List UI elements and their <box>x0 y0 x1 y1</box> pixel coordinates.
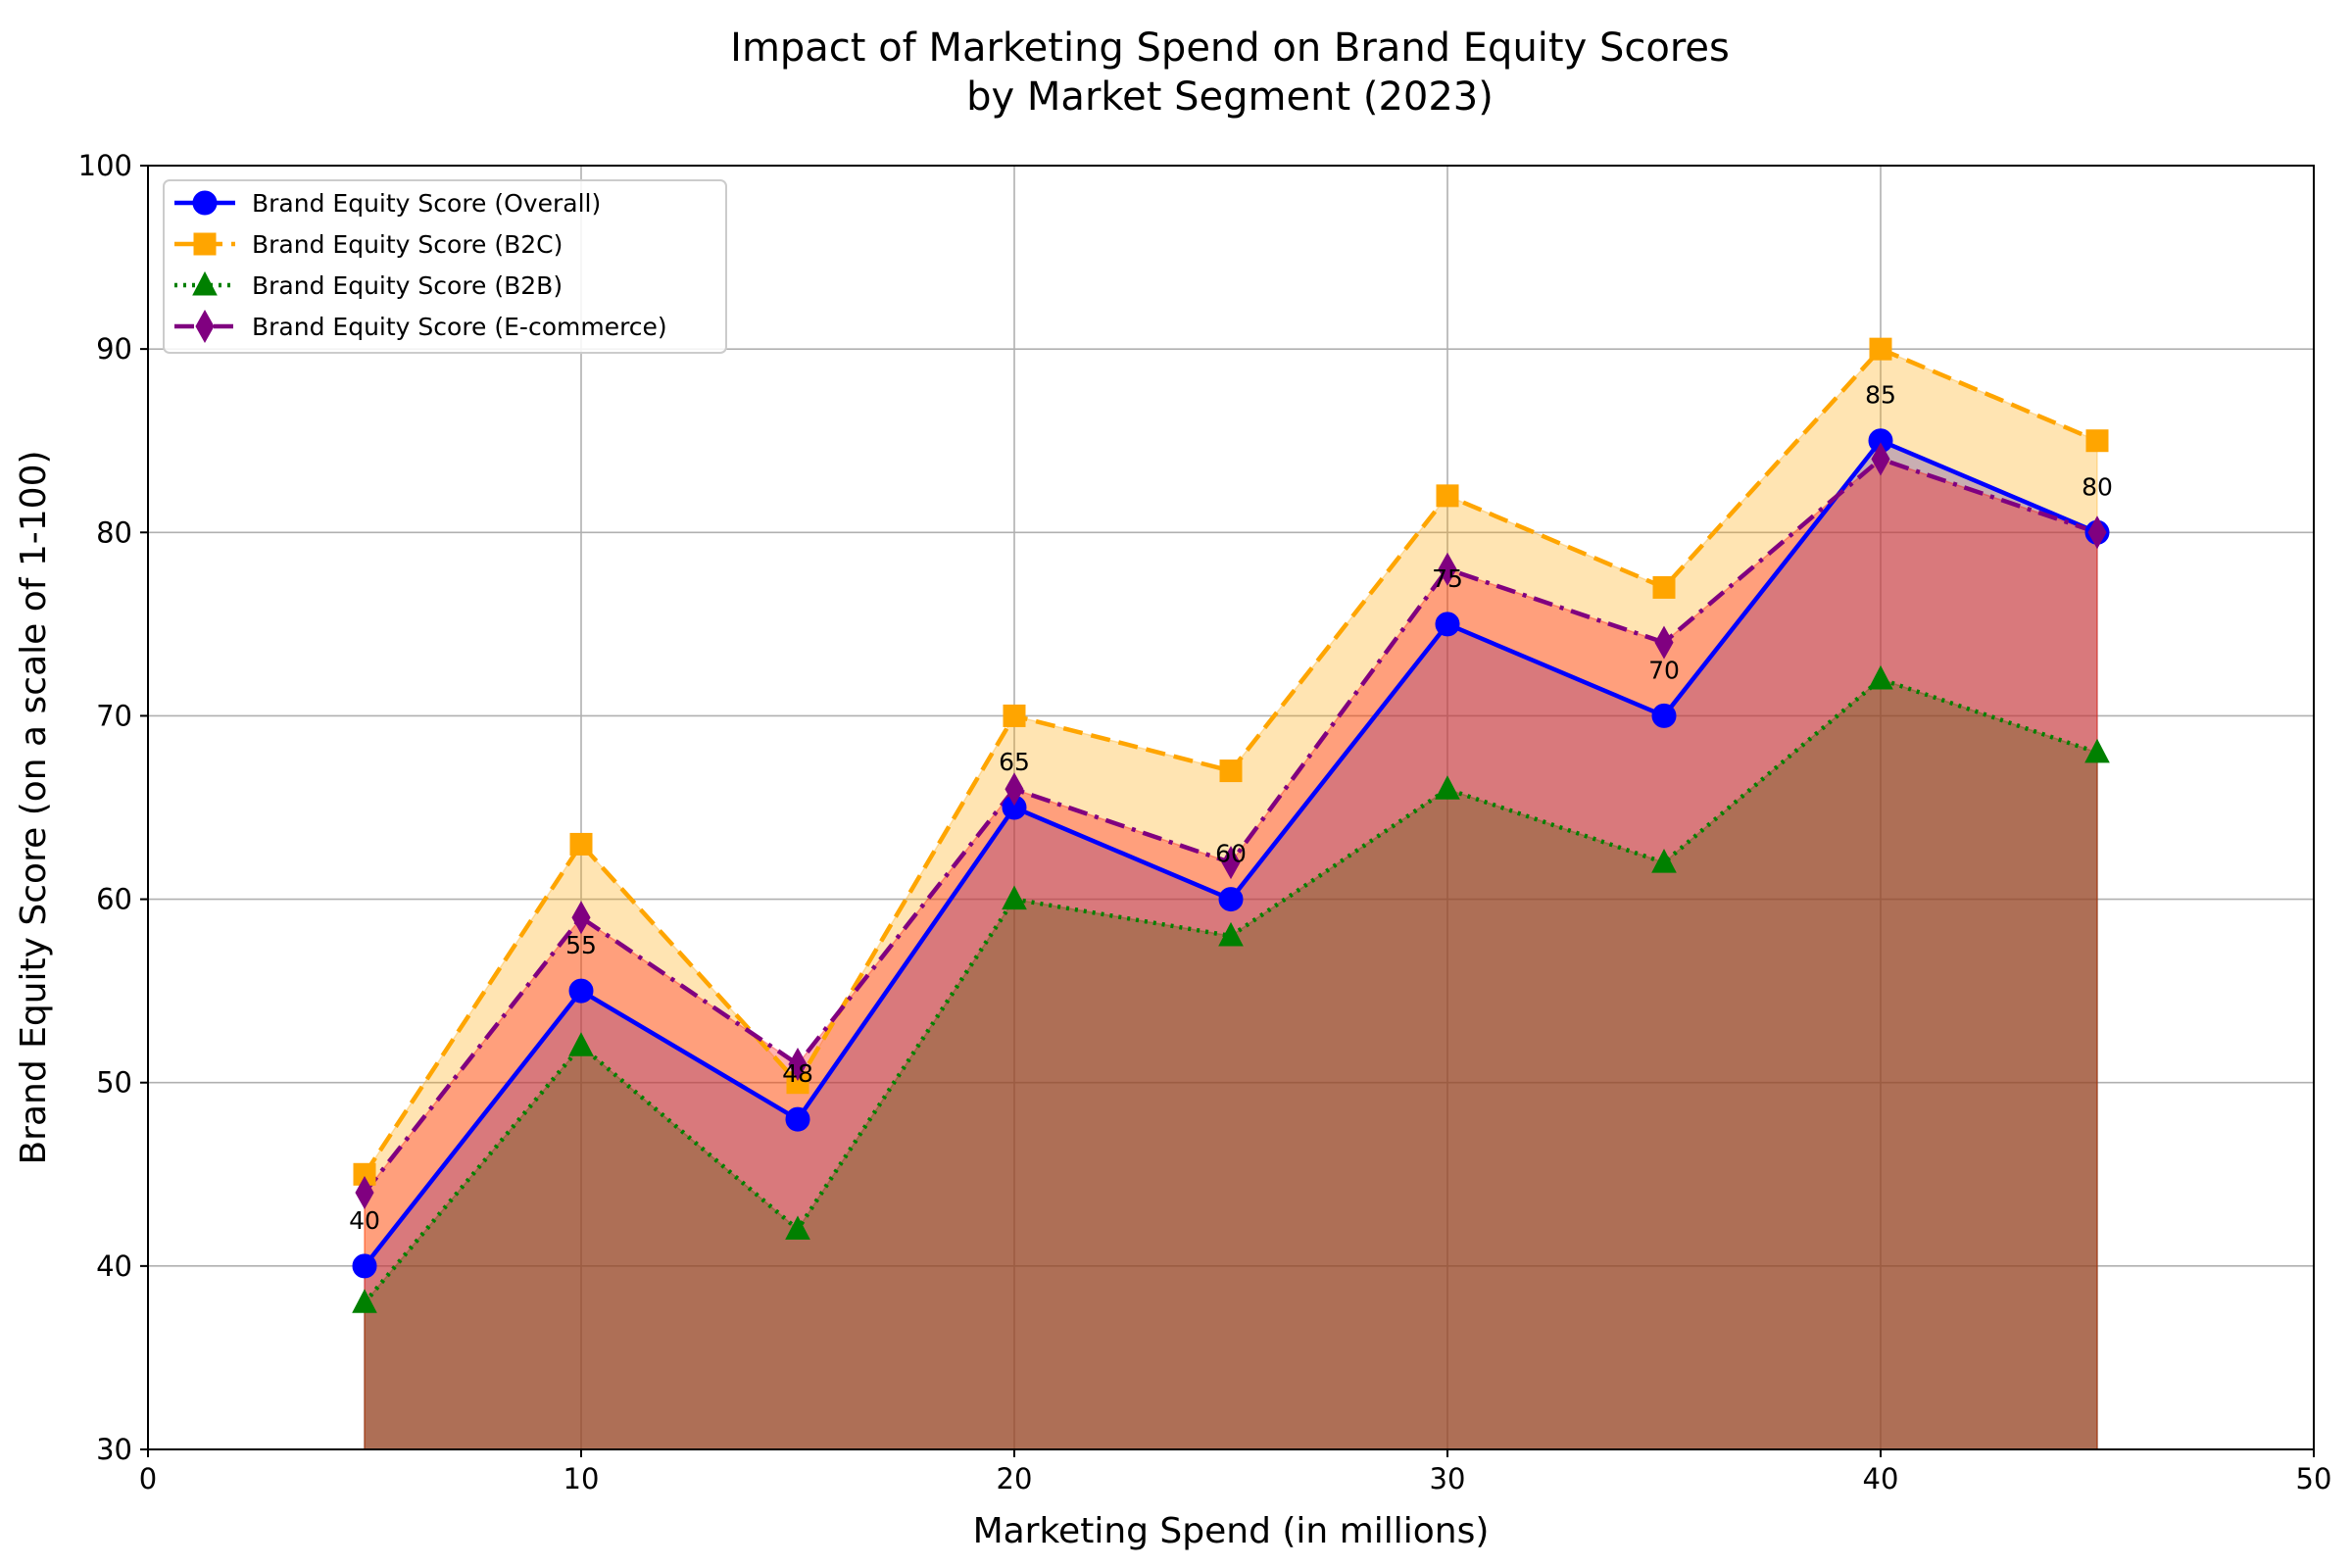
series-2-marker <box>1002 885 1027 910</box>
legend-marker-2 <box>192 270 218 296</box>
series-1-marker <box>1003 704 1026 727</box>
series-2-marker <box>2084 738 2110 763</box>
series-markers <box>352 337 2110 1313</box>
legend: Brand Equity Score (Overall) Brand Equity… <box>163 179 727 354</box>
series-1-marker <box>1219 760 1243 783</box>
series-3-marker <box>1004 772 1024 807</box>
series-0-marker <box>1435 612 1460 637</box>
legend-label-3: Brand Equity Score (E-commerce) <box>252 313 667 341</box>
y-axis-label: Brand Equity Score (on a scale of 1-100) <box>14 450 54 1164</box>
data-label: 70 <box>1648 656 1680 684</box>
series-2-marker <box>1868 664 1893 690</box>
series-3-marker <box>1438 552 1457 586</box>
series-1-marker <box>1869 337 1892 361</box>
y-tick-label: 30 <box>96 1433 132 1466</box>
series-2-marker <box>568 1032 594 1056</box>
x-tick-label: 0 <box>139 1462 157 1495</box>
series-2-marker <box>1651 849 1677 873</box>
series-0-marker <box>568 978 594 1004</box>
plot-frame <box>147 165 2315 1450</box>
x-tick-label: 30 <box>1430 1462 1466 1495</box>
series-3-marker <box>355 1175 374 1210</box>
x-tick-label: 40 <box>1863 1462 1899 1495</box>
series-1-marker <box>2085 429 2109 453</box>
y-tick-label: 50 <box>96 1066 132 1100</box>
series-2-marker <box>1218 921 1244 947</box>
y-tick-label: 70 <box>96 699 132 732</box>
chart-title: Impact of Marketing Spend on Brand Equit… <box>730 25 1730 71</box>
data-label: 60 <box>1215 840 1247 868</box>
y-tick-label: 40 <box>96 1250 132 1283</box>
chart-subtitle: by Market Segment (2023) <box>966 74 1494 120</box>
series-2-marker <box>785 1215 810 1240</box>
series-3-marker <box>1871 442 1890 476</box>
y-tick-label: 90 <box>96 332 132 366</box>
series-0-marker <box>785 1106 810 1132</box>
axis-ticks: 0 10 20 30 40 50 30 40 50 60 70 80 90 100 <box>78 149 2332 1495</box>
series-1-marker <box>1436 484 1459 508</box>
legend-label-2: Brand Equity Score (B2B) <box>252 271 563 300</box>
data-label: 55 <box>565 931 597 959</box>
y-tick-label: 100 <box>78 149 132 182</box>
legend-marker-3 <box>195 309 215 344</box>
series-3-marker <box>1221 846 1241 880</box>
legend-marker-0 <box>192 190 218 216</box>
data-label: 80 <box>2082 472 2113 501</box>
series-3-marker <box>788 1047 808 1082</box>
series-1-marker <box>569 832 593 856</box>
series-3-marker <box>2087 515 2107 550</box>
series-3-marker <box>1654 625 1674 660</box>
area-fill-series-3 <box>364 458 2098 1450</box>
x-axis-label: Marketing Spend (in millions) <box>973 1511 1490 1551</box>
legend-box <box>163 179 727 354</box>
data-label: 85 <box>1865 381 1896 410</box>
data-label: 40 <box>349 1206 380 1235</box>
series-2-marker <box>1435 775 1460 800</box>
legend-marker-1 <box>193 232 217 256</box>
y-tick-label: 60 <box>96 883 132 916</box>
series-0-marker <box>1218 887 1244 912</box>
x-tick-label: 10 <box>564 1462 600 1495</box>
series-1-marker <box>1652 575 1676 599</box>
data-label: 65 <box>999 748 1030 776</box>
data-label: 48 <box>782 1059 813 1088</box>
data-labels: 40 55 48 65 60 75 70 85 80 <box>349 381 2113 1235</box>
series-2-marker <box>352 1289 377 1313</box>
legend-label-0: Brand Equity Score (Overall) <box>252 189 601 218</box>
data-label: 75 <box>1432 564 1463 593</box>
series-3-marker <box>571 901 591 935</box>
x-tick-label: 50 <box>2296 1462 2332 1495</box>
y-tick-label: 80 <box>96 515 132 549</box>
legend-label-1: Brand Equity Score (B2C) <box>252 230 563 259</box>
series-0-marker <box>1651 703 1677 728</box>
x-tick-label: 20 <box>997 1462 1033 1495</box>
series-0-marker <box>352 1253 377 1279</box>
